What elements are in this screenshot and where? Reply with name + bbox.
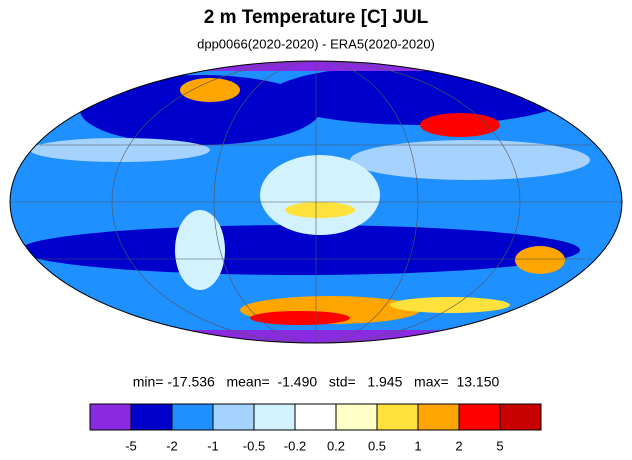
colorbar-label: 2 xyxy=(455,438,462,453)
colorbar-box xyxy=(130,403,173,431)
colorbar-label: -5 xyxy=(125,438,137,453)
colorbar-box xyxy=(499,403,542,431)
colorbar-label: 5 xyxy=(496,438,503,453)
colorbar-box xyxy=(458,403,501,431)
colorbar-box xyxy=(417,403,460,431)
title: 2 m Temperature [C] JUL xyxy=(204,7,429,28)
colorbar-label: 0.5 xyxy=(368,438,386,453)
colorbar-box xyxy=(335,403,378,431)
colorbar-box xyxy=(212,403,255,431)
map xyxy=(10,61,622,343)
map-border xyxy=(9,60,623,344)
colorbar-box xyxy=(376,403,419,431)
colorbar-label: -0.2 xyxy=(284,438,306,453)
subtitle: dpp0066(2020-2020) - ERA5(2020-2020) xyxy=(197,36,435,51)
colorbar-box xyxy=(294,403,337,431)
colorbar-label: -2 xyxy=(166,438,178,453)
colorbar-label: 0.2 xyxy=(327,438,345,453)
colorbar-box xyxy=(253,403,296,431)
colorbar-label: -1 xyxy=(207,438,219,453)
colorbar-label: -0.5 xyxy=(243,438,265,453)
colorbar-box xyxy=(171,403,214,431)
colorbar-label: 1 xyxy=(414,438,421,453)
stats: min= -17.536 mean= -1.490 std= 1.945 max… xyxy=(133,374,500,390)
colorbar-box xyxy=(89,403,132,431)
